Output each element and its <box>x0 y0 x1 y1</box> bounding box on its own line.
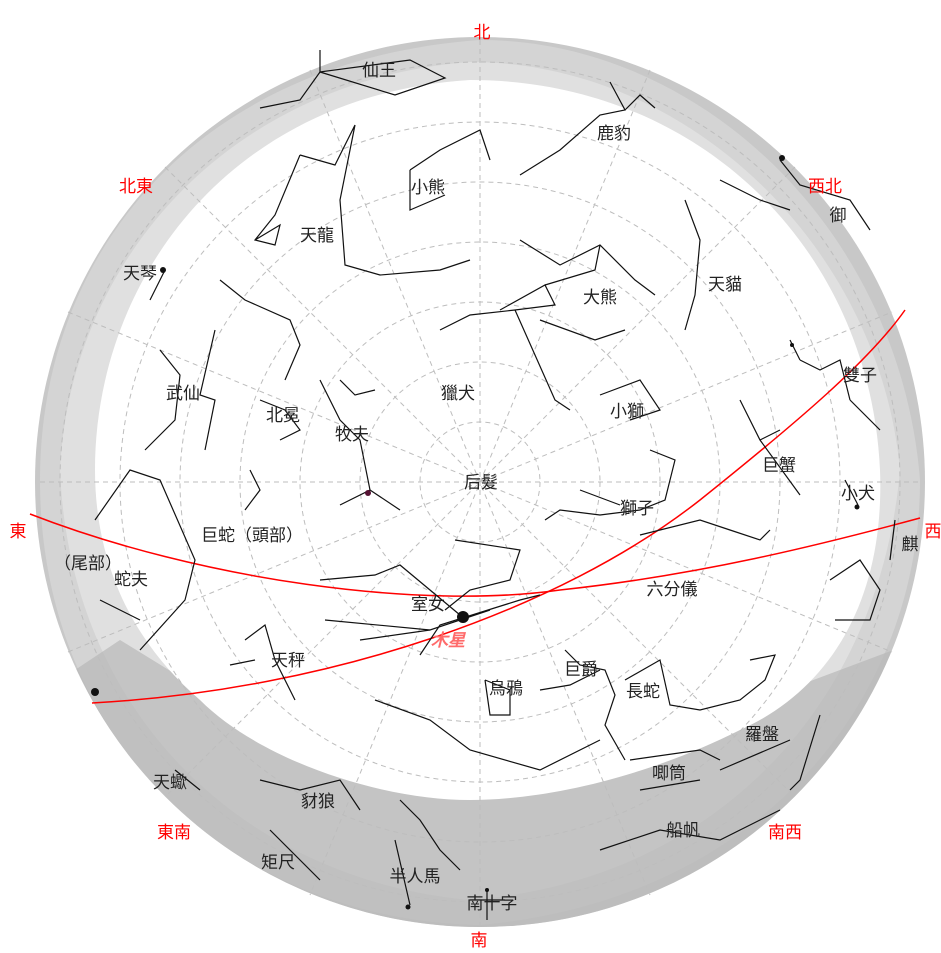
direction-southeast: 東南 <box>157 823 191 843</box>
label-hercules: 武仙 <box>166 384 200 404</box>
ecliptic-line <box>91 309 906 704</box>
procyon-star <box>854 504 860 510</box>
label-virgo: 室女 <box>411 595 445 615</box>
direction-northwest: 西北 <box>808 177 842 197</box>
direction-labels: 北 北東 西北 東 西 東南 南西 南 <box>10 23 941 951</box>
crux-star <box>485 888 489 892</box>
label-crux: 南十字 <box>467 894 518 914</box>
label-lupus: 豺狼 <box>301 792 335 812</box>
label-ursa-major: 大熊 <box>583 288 617 308</box>
direction-northeast: 北東 <box>119 177 153 197</box>
vega-star <box>160 267 166 273</box>
label-gemini: 雙子 <box>843 366 877 386</box>
label-antlia: 唧筒 <box>652 764 686 784</box>
label-auriga-partial: 御 <box>830 206 847 226</box>
label-centaurus: 半人馬 <box>390 867 441 887</box>
alpha-centauri-star <box>405 904 411 910</box>
label-canes-venatici: 獵犬 <box>441 384 475 404</box>
direction-south: 南 <box>471 931 488 951</box>
label-crater: 巨爵 <box>564 660 598 680</box>
ecliptic-lines <box>29 309 921 704</box>
label-cancer: 巨蟹 <box>762 456 796 476</box>
label-camelopardalis: 鹿豹 <box>597 124 631 144</box>
label-ophiuchus: 蛇夫 <box>114 570 148 590</box>
label-serpens-caput: 巨蛇（頭部） <box>201 526 303 546</box>
constellation-labels: 仙王 鹿豹 小熊 天龍 天琴 大熊 天貓 武仙 北冕 牧夫 獵犬 小獅 雙子 巨… <box>54 61 919 914</box>
castor-star <box>790 343 794 347</box>
constellation-lines <box>94 50 896 920</box>
arcturus-star <box>365 490 371 496</box>
label-vela: 船帆 <box>666 821 700 841</box>
direction-west: 西 <box>925 522 941 542</box>
label-corvus: 烏鴉 <box>489 679 523 699</box>
label-lyra: 天琴 <box>123 264 157 284</box>
visible-sky <box>95 80 881 800</box>
label-norma: 矩尺 <box>261 853 295 873</box>
label-bootes: 牧夫 <box>335 425 369 445</box>
label-libra: 天秤 <box>271 651 305 671</box>
capella-star <box>779 155 785 161</box>
label-leo: 獅子 <box>620 499 654 519</box>
label-canis-minor: 小犬 <box>841 484 875 504</box>
label-monoceros-partial: 麒 <box>902 535 919 555</box>
stars <box>91 155 860 910</box>
label-ursa-minor: 小熊 <box>411 178 445 198</box>
label-sextans: 六分儀 <box>647 580 698 600</box>
label-corona-borealis: 北冕 <box>266 406 300 426</box>
jupiter-dot-icon <box>457 611 469 623</box>
celestial-equator-line <box>29 513 921 597</box>
label-lynx: 天貓 <box>708 275 742 295</box>
direction-east: 東 <box>10 522 27 542</box>
label-coma-berenices: 后髮 <box>464 473 498 493</box>
label-cepheus: 仙王 <box>362 61 396 81</box>
label-leo-minor: 小獅 <box>610 402 644 422</box>
label-scorpius-partial: 天蠍 <box>153 773 187 793</box>
direction-southwest: 南西 <box>768 823 802 843</box>
alt-az-grid <box>40 40 920 925</box>
label-jupiter: 木星 <box>431 631 467 651</box>
label-draco: 天龍 <box>300 226 334 246</box>
label-pyxis: 羅盤 <box>745 725 779 745</box>
label-hydra: 長蛇 <box>626 682 660 702</box>
label-serpens-cauda: （尾部） <box>54 554 122 574</box>
direction-north: 北 <box>474 23 491 43</box>
antares-star <box>91 688 99 696</box>
